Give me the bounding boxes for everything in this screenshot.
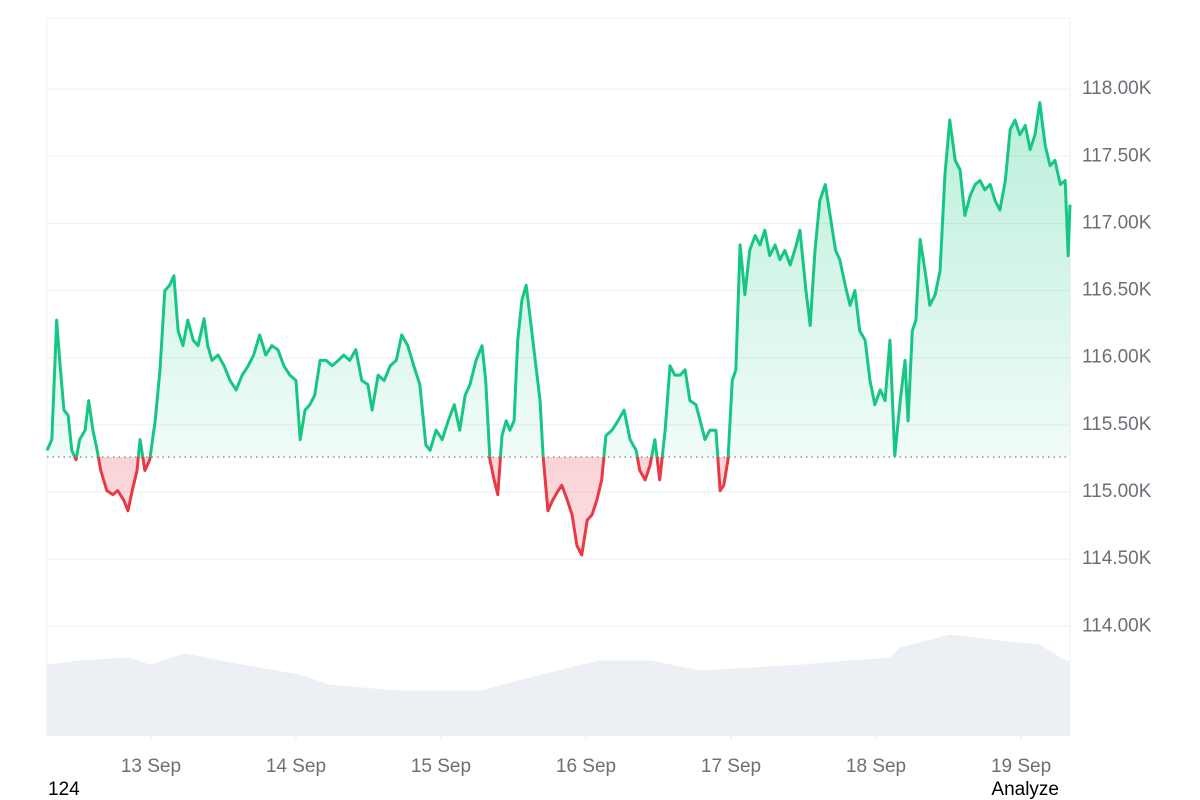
x-tick-label: 18 Sep [846, 756, 906, 777]
x-tick-label: 15 Sep [411, 756, 471, 777]
y-tick-label: 115.00K [1082, 481, 1152, 502]
analyze-button[interactable]: Analyze [991, 779, 1059, 800]
y-tick-label: 117.50K [1082, 145, 1152, 166]
price-area [47, 102, 1070, 556]
y-tick-label: 116.00K [1082, 347, 1152, 368]
y-tick-label: 118.00K [1082, 78, 1152, 99]
y-tick-label: 114.50K [1082, 548, 1152, 569]
y-tick-label: 115.50K [1082, 414, 1152, 435]
x-tick-label: 17 Sep [701, 756, 761, 777]
price-line [45, 101, 1072, 557]
footer-count: 124 [48, 779, 80, 800]
x-tick-label: 13 Sep [121, 756, 181, 777]
volume-area [47, 634, 1070, 735]
y-tick-label: 116.50K [1082, 280, 1152, 301]
x-tick-label: 16 Sep [556, 756, 616, 777]
y-tick-label: 114.00K [1082, 615, 1152, 636]
y-tick-label: 117.00K [1082, 212, 1152, 233]
x-tick-label: 19 Sep [991, 756, 1051, 777]
x-tick-label: 14 Sep [266, 756, 326, 777]
